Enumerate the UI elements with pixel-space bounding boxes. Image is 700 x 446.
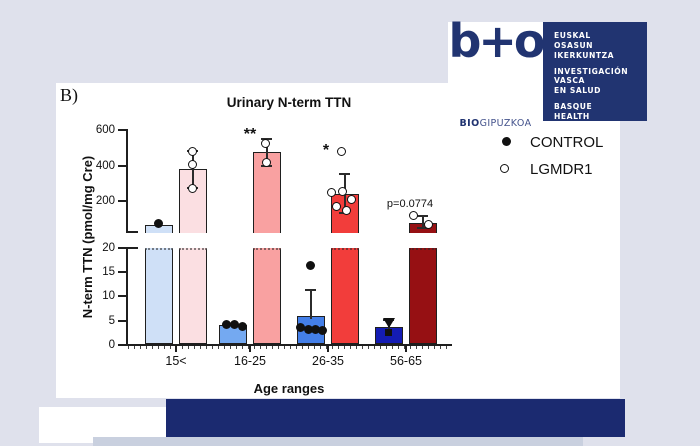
tick-10 xyxy=(118,295,126,297)
legend-lgmdr1-label: LGMDR1 xyxy=(530,161,593,178)
significance-26-35: * xyxy=(322,142,330,159)
point-control-26-35 xyxy=(311,325,320,334)
figure-panel-background xyxy=(56,83,620,398)
point-lgmdr1-56-65 xyxy=(409,211,418,220)
point-control-16-25 xyxy=(238,322,247,331)
point-lgmdr1-26-35 xyxy=(347,195,356,204)
point-lgmdr1-26-35 xyxy=(332,202,341,211)
point-control-56-65-triangle xyxy=(383,318,395,328)
xtick-26-35 xyxy=(327,346,329,352)
xtick-56-65 xyxy=(405,346,407,352)
category-label-16-25: 16-25 xyxy=(234,354,266,368)
point-lgmdr1-26-35 xyxy=(338,187,347,196)
y-axis-lower-break-notch xyxy=(126,247,138,249)
x-axis-minor-ticks xyxy=(128,346,452,349)
point-lgmdr1-15 xyxy=(188,147,197,156)
deco-lightblue-bar xyxy=(93,437,583,446)
tick-5 xyxy=(118,320,126,322)
chart-title: Urinary N-term TTN xyxy=(226,95,352,110)
errorbar-lgmdr1-16-25 xyxy=(266,138,268,166)
point-control-26-35 xyxy=(318,326,327,335)
point-lgmdr1-15 xyxy=(188,184,197,193)
point-control-26-35 xyxy=(296,323,305,332)
errorcap xyxy=(339,173,350,175)
point-lgmdr1-16-25 xyxy=(261,139,270,148)
xtick-15 xyxy=(175,346,177,352)
bar-lower-lgmdr1-15 xyxy=(179,248,207,344)
logo-wordmark-bold: BIO xyxy=(459,118,480,129)
bar-lower-control-15 xyxy=(145,248,173,344)
y-axis-upper-break-notch xyxy=(126,231,138,233)
tick-label-5: 5 xyxy=(108,315,115,327)
category-label-56-65: 56-65 xyxy=(390,354,422,368)
x-axis-line xyxy=(126,344,452,346)
point-lgmdr1-26-35 xyxy=(327,188,336,197)
tick-label-15: 15 xyxy=(102,266,115,278)
point-control-16-25 xyxy=(230,320,239,329)
tick-label-10: 10 xyxy=(102,290,115,302)
bar-lower-lgmdr1-16-25 xyxy=(253,248,281,344)
point-lgmdr1-26-35-outlier xyxy=(337,147,346,156)
bio-logo-icon: b+o xyxy=(448,14,545,68)
x-axis-label: Age ranges xyxy=(253,381,325,396)
legend-control-label: CONTROL xyxy=(530,134,604,151)
tick-label-200: 200 xyxy=(95,195,115,207)
tick-15 xyxy=(118,271,126,273)
point-lgmdr1-26-35 xyxy=(342,206,351,215)
point-lgmdr1-15 xyxy=(188,160,197,169)
logo-text-spanish: INVESTIGACIÓN VASCA EN SALUD xyxy=(554,66,629,96)
logo-wordmark-light: GIPUZKOA xyxy=(479,118,532,129)
point-control-16-25 xyxy=(222,320,231,329)
errorbar-lgmdr1-15 xyxy=(192,150,194,188)
point-control-26-35 xyxy=(304,325,313,334)
errorcap xyxy=(417,215,428,217)
errorbar-lgmdr1-56-65 xyxy=(422,215,424,228)
tick-label-20: 20 xyxy=(102,242,115,254)
tick-label-0: 0 xyxy=(108,339,115,351)
bar-lower-lgmdr1-26-35 xyxy=(331,248,359,344)
category-label-26-35: 26-35 xyxy=(312,354,344,368)
point-control-26-35 xyxy=(306,261,315,270)
logo-wordmark: BIOGIPUZKOA xyxy=(448,118,543,129)
xtick-16-25 xyxy=(249,346,251,352)
tick-0 xyxy=(118,344,126,346)
point-lgmdr1-16-25 xyxy=(262,158,271,167)
point-control-15 xyxy=(154,219,163,228)
tick-200 xyxy=(118,200,126,202)
logo-text-basque: EUSKAL OSASUN IKERKUNTZA xyxy=(554,31,615,60)
tick-400 xyxy=(118,165,126,167)
point-control-56-65-square xyxy=(385,329,392,336)
tick-label-400: 400 xyxy=(95,160,115,172)
legend-control-marker xyxy=(502,137,511,146)
y-axis-upper-segment xyxy=(126,129,128,233)
deco-navy-bar xyxy=(166,399,625,437)
y-axis-label: N-term TTN (pmol/mg Cre) xyxy=(80,155,95,319)
tick-label-600: 600 xyxy=(95,124,115,136)
logo-right-box: EUSKAL OSASUN IKERKUNTZA INVESTIGACIÓN V… xyxy=(543,22,647,131)
panel-label: B) xyxy=(60,85,78,105)
errorcap xyxy=(417,227,428,229)
legend-lgmdr1-marker xyxy=(500,164,509,173)
errorbar-control-26-35 xyxy=(310,289,312,319)
errorcap xyxy=(261,138,272,140)
tick-600 xyxy=(118,129,126,131)
logo-text-english: BASQUE HEALTH RESEARCH xyxy=(554,102,604,131)
logo-left-box: b+o BIOGIPUZKOA xyxy=(448,14,546,129)
significance-16-25: ** xyxy=(243,126,257,143)
errorcap xyxy=(305,289,316,291)
point-lgmdr1-56-65 xyxy=(424,220,433,229)
pvalue-56-65: p=0.0774 xyxy=(386,198,434,210)
category-label-15: 15< xyxy=(165,354,187,368)
bar-lower-lgmdr1-56-65 xyxy=(409,248,437,344)
tick-20 xyxy=(118,247,126,249)
y-axis-lower-segment xyxy=(126,247,128,346)
